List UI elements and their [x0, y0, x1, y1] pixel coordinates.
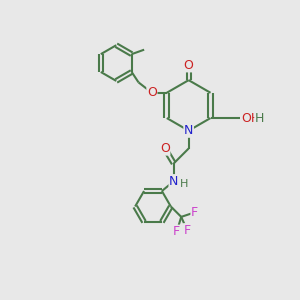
Text: OH: OH	[242, 112, 261, 124]
Text: N: N	[184, 124, 193, 137]
Text: H: H	[255, 112, 264, 124]
Text: O: O	[160, 142, 170, 155]
Text: O: O	[147, 86, 157, 99]
Text: H: H	[180, 178, 189, 189]
Text: F: F	[173, 225, 180, 238]
Text: O: O	[184, 59, 194, 72]
Text: F: F	[184, 224, 191, 237]
Text: N: N	[169, 175, 178, 188]
Text: F: F	[191, 206, 198, 219]
